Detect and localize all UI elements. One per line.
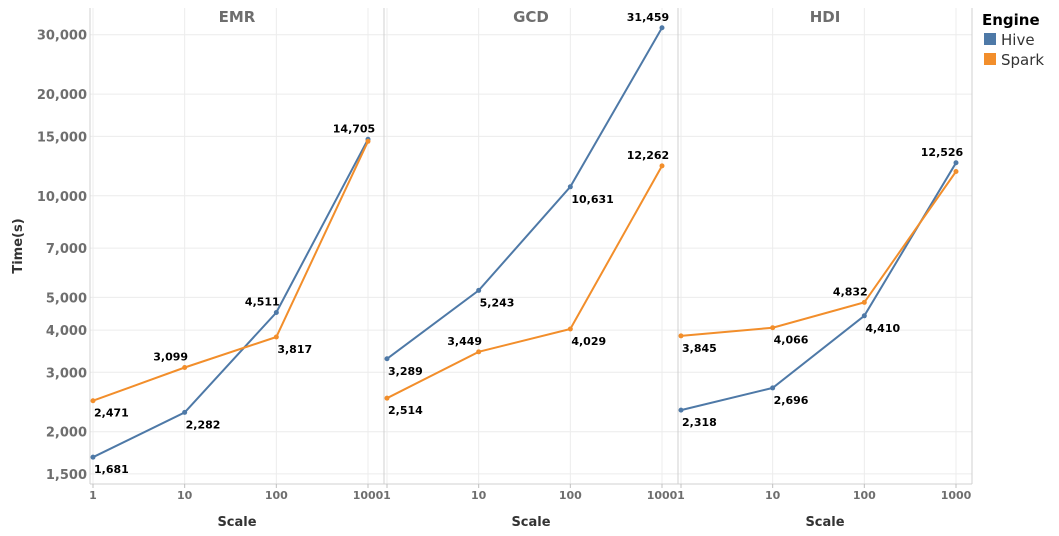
- data-point-spark: [182, 365, 188, 371]
- data-point-spark: [678, 333, 684, 339]
- data-label: 14,705: [333, 122, 375, 135]
- x-axis-title: Scale: [217, 515, 256, 530]
- legend-label-spark: Spark: [1001, 51, 1044, 69]
- data-point-spark: [384, 395, 390, 401]
- data-point-hive: [90, 454, 96, 460]
- x-tick-label: 100: [265, 489, 288, 502]
- legend-title: Engine: [982, 11, 1040, 29]
- data-point-hive: [953, 160, 959, 166]
- series-line-hive: [92, 138, 369, 459]
- series-line-hive: [680, 162, 957, 412]
- data-label: 2,282: [186, 418, 221, 431]
- data-label: 2,696: [774, 394, 809, 407]
- data-label: 5,243: [480, 296, 515, 309]
- y-tick-label: 7,000: [46, 242, 87, 257]
- series-line-spark: [92, 140, 369, 402]
- x-axis-title: Scale: [511, 515, 550, 530]
- series-layer: [90, 25, 959, 460]
- data-label: 3,289: [388, 365, 423, 378]
- facet-title: HDI: [810, 8, 841, 26]
- data-label: 4,066: [774, 334, 809, 347]
- data-label: 3,099: [153, 351, 188, 364]
- legend-swatch-hive: [984, 33, 996, 45]
- x-tick-label: 1: [383, 489, 391, 502]
- data-label: 4,410: [865, 322, 900, 335]
- y-tick-label: 5,000: [46, 291, 87, 306]
- y-tick-label: 15,000: [37, 130, 87, 145]
- data-point-hive: [182, 409, 188, 415]
- legend-swatch-spark: [984, 53, 996, 65]
- legend: Engine Hive Spark: [982, 11, 1044, 69]
- data-point-spark: [659, 163, 665, 169]
- data-point-hive: [567, 184, 573, 190]
- x-tick-label: 10: [765, 489, 781, 502]
- series-line-spark: [680, 170, 957, 337]
- data-label: 10,631: [571, 193, 613, 206]
- y-tick-label: 1,500: [46, 468, 87, 483]
- facet-title: GCD: [513, 8, 549, 26]
- data-label: 2,471: [94, 407, 129, 420]
- data-label: 4,832: [833, 285, 868, 298]
- data-label: 31,459: [627, 11, 669, 24]
- data-point-spark: [273, 334, 279, 340]
- y-tick-label: 2,000: [46, 426, 87, 441]
- data-point-hive: [273, 309, 279, 315]
- data-point-spark: [90, 398, 96, 404]
- data-point-hive: [770, 385, 776, 391]
- data-label: 3,845: [682, 342, 717, 355]
- data-point-spark: [953, 169, 959, 175]
- data-label: 3,817: [277, 343, 312, 356]
- data-point-spark: [365, 138, 371, 144]
- x-tick-label: 1: [89, 489, 97, 502]
- data-label: 3,449: [447, 335, 482, 348]
- x-tick-label: 1000: [647, 489, 678, 502]
- series-line-hive: [386, 27, 663, 360]
- x-tick-label: 1000: [941, 489, 972, 502]
- data-label: 12,262: [627, 149, 669, 162]
- data-label: 1,681: [94, 463, 129, 476]
- label-layer: 1,681 2,282 4,511 14,705 2,471 3,099 3,817 3,28…: [94, 11, 964, 476]
- data-point-spark: [567, 326, 573, 332]
- legend-label-hive: Hive: [1001, 31, 1035, 49]
- data-point-hive: [476, 287, 482, 293]
- x-tick-label: 1: [677, 489, 685, 502]
- data-point-spark: [861, 299, 867, 305]
- data-label: 4,029: [571, 335, 606, 348]
- data-point-hive: [659, 25, 665, 31]
- data-label: 2,318: [682, 416, 717, 429]
- x-tick-label: 10: [177, 489, 193, 502]
- data-point-spark: [770, 325, 776, 331]
- y-tick-label: 20,000: [37, 88, 87, 103]
- data-label: 12,526: [921, 146, 964, 159]
- x-tick-label: 10: [471, 489, 487, 502]
- data-point-spark: [476, 349, 482, 355]
- y-tick-label: 3,000: [46, 366, 87, 381]
- data-point-hive: [678, 407, 684, 413]
- y-axis-title: Time(s): [11, 218, 26, 273]
- data-point-hive: [384, 356, 390, 362]
- data-point-hive: [861, 313, 867, 319]
- x-tick-label: 100: [559, 489, 582, 502]
- series-line-spark: [386, 165, 663, 400]
- grid-layer: [90, 8, 972, 484]
- x-tick-label: 100: [853, 489, 876, 502]
- facet-title: EMR: [219, 8, 256, 26]
- y-tick-label: 30,000: [37, 29, 87, 44]
- x-tick-label: 1000: [353, 489, 384, 502]
- y-tick-label: 10,000: [37, 190, 87, 205]
- x-axis-title: Scale: [805, 515, 844, 530]
- data-label: 2,514: [388, 404, 423, 417]
- data-label: 4,511: [245, 295, 280, 308]
- y-tick-label: 4,000: [46, 324, 87, 339]
